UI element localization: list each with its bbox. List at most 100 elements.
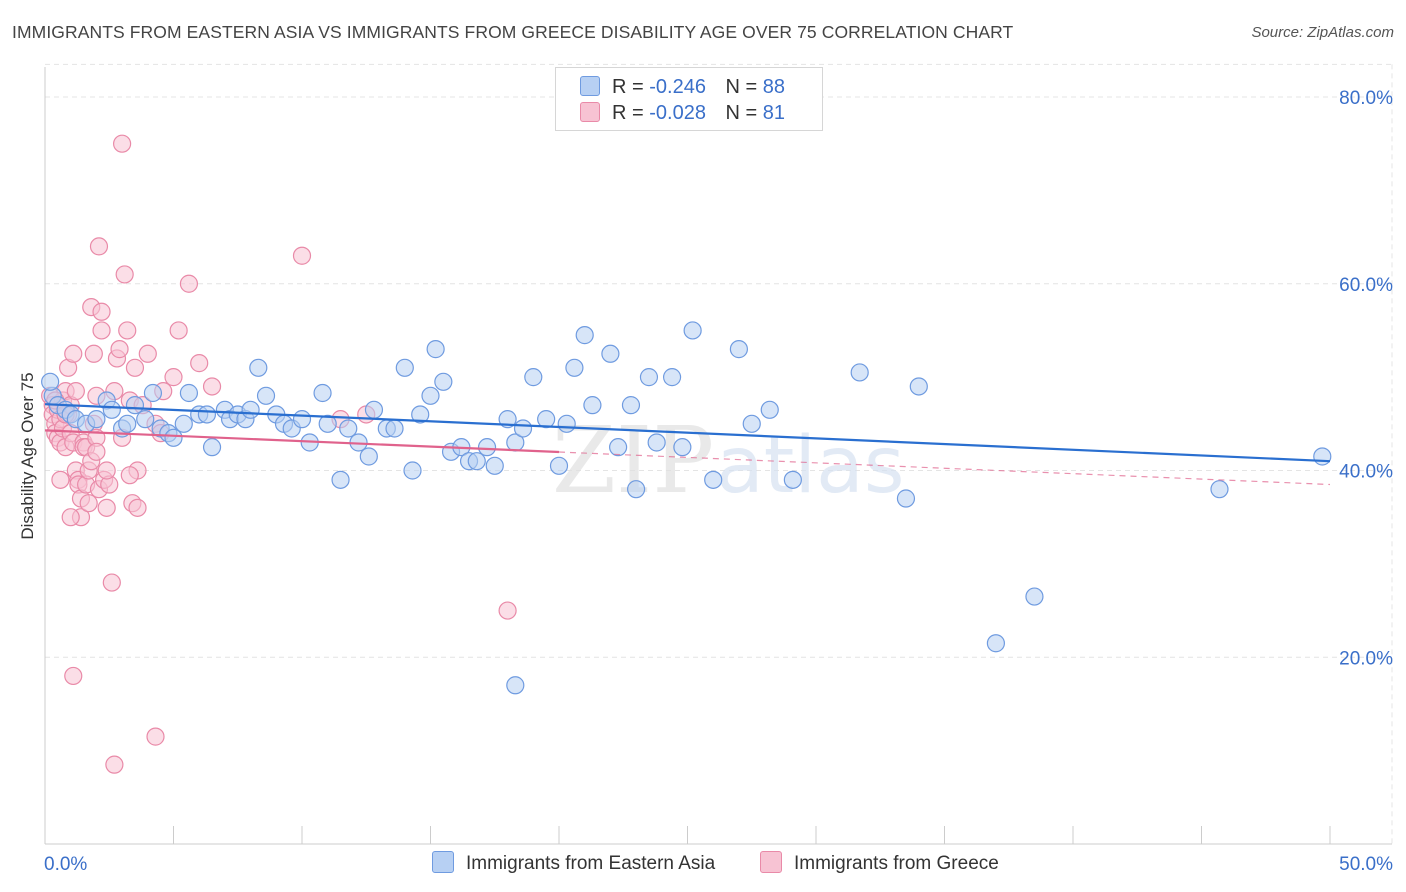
eastern-asia-point	[609, 438, 628, 457]
greece-point	[64, 666, 83, 686]
legend-row-greece: R = -0.028 N = 81	[580, 102, 785, 126]
eastern-asia-point	[241, 400, 260, 419]
trend-line-greece-extension	[558, 451, 1331, 486]
eastern-asia-point	[557, 414, 576, 433]
eastern-asia-point	[41, 372, 60, 391]
eastern-asia-point	[318, 414, 337, 433]
legend-n-label: N =	[725, 76, 758, 98]
eastern-asia-point	[197, 405, 217, 424]
eastern-asia-point	[683, 321, 702, 340]
series-swatch-eastern-asia	[432, 851, 454, 873]
eastern-asia-point	[1210, 480, 1229, 499]
eastern-asia-point	[662, 368, 682, 387]
eastern-asia-point	[729, 340, 749, 359]
series-legend-eastern-asia: Immigrants from Eastern Asia	[432, 851, 715, 875]
eastern-asia-point	[477, 438, 497, 457]
eastern-asia-point	[202, 438, 222, 457]
eastern-asia-point	[647, 433, 666, 452]
eastern-asia-point	[174, 414, 193, 433]
eastern-asia-point	[403, 461, 422, 480]
greece-point	[292, 246, 312, 265]
series-eastern-asia-points	[41, 321, 1332, 695]
x-tick-label-min: 0.0%	[44, 854, 87, 875]
greece-point	[112, 134, 132, 153]
greece-point	[110, 340, 129, 359]
greece-point	[97, 498, 116, 517]
eastern-asia-point	[364, 400, 384, 419]
greece-point	[84, 344, 103, 363]
legend-n-value: 81	[762, 102, 786, 124]
legend-r-value: -0.246	[649, 76, 706, 98]
eastern-asia-point	[704, 470, 723, 489]
greece-point	[87, 442, 106, 461]
eastern-asia-point	[575, 326, 594, 345]
eastern-asia-point	[426, 340, 445, 359]
eastern-asia-point	[601, 344, 620, 363]
eastern-asia-point	[1025, 587, 1044, 606]
y-tick-label: 80.0%	[1339, 88, 1393, 109]
y-tick-label: 60.0%	[1339, 275, 1393, 296]
greece-point	[64, 344, 83, 363]
eastern-asia-point	[125, 396, 145, 415]
greece-point	[118, 321, 137, 340]
greece-point	[128, 498, 147, 517]
y-tick-label: 40.0%	[1339, 462, 1393, 483]
eastern-asia-point	[850, 363, 869, 382]
watermark: ZIP atlas	[552, 407, 905, 514]
eastern-asia-point	[760, 400, 779, 419]
eastern-asia-point	[395, 358, 414, 377]
eastern-asia-point	[179, 383, 199, 403]
eastern-asia-point	[292, 410, 312, 429]
eastern-asia-point	[639, 368, 659, 387]
eastern-asia-point	[136, 410, 155, 429]
greece-point	[89, 237, 109, 256]
legend-n-label: N =	[725, 102, 758, 124]
greece-point	[97, 461, 116, 480]
eastern-asia-point	[537, 410, 556, 429]
eastern-asia-point	[164, 428, 183, 447]
chart-title: IMMIGRANTS FROM EASTERN ASIA VS IMMIGRAN…	[12, 22, 1014, 42]
greece-point	[179, 274, 199, 293]
eastern-asia-point	[673, 438, 692, 457]
legend-r-label: R =	[612, 76, 644, 98]
eastern-asia-point	[621, 396, 641, 415]
greece-point	[51, 470, 70, 489]
greece-point	[61, 508, 80, 527]
eastern-asia-point	[498, 410, 517, 429]
eastern-asia-point	[506, 676, 525, 695]
eastern-asia-point	[524, 368, 543, 387]
eastern-asia-point	[467, 452, 486, 471]
eastern-asia-point	[896, 489, 916, 508]
greece-point	[120, 466, 139, 485]
trend-line-greece	[44, 429, 560, 454]
greece-point	[79, 494, 98, 513]
greece-point	[92, 321, 111, 340]
eastern-asia-point	[565, 358, 584, 377]
eastern-asia-point	[385, 419, 404, 438]
legend-row-eastern-asia: R = -0.246 N = 88	[580, 76, 785, 100]
greece-point	[190, 354, 209, 373]
greece-point	[92, 302, 111, 321]
eastern-asia-point	[1313, 447, 1332, 466]
tick-labels: 20.0% 40.0% 60.0% 80.0% 0.0% 50.0% Disability …	[18, 88, 1393, 875]
eastern-asia-point	[421, 386, 440, 405]
correlation-legend: R = -0.246 N = 88 R = -0.028 N = 81	[555, 67, 823, 131]
eastern-asia-point	[513, 419, 533, 438]
axes	[44, 67, 1392, 845]
greece-point	[164, 368, 183, 387]
x-tick-label-max: 50.0%	[1339, 854, 1393, 875]
source-label: Source: ZipAtlas.com	[1251, 24, 1394, 41]
series-name: Immigrants from Greece	[794, 853, 999, 874]
greece-point	[138, 344, 157, 363]
watermark-zip: ZIP	[552, 407, 714, 514]
gridlines	[45, 63, 1393, 844]
legend-swatch-greece	[580, 102, 600, 122]
greece-point	[169, 321, 188, 340]
eastern-asia-point	[549, 456, 569, 475]
eastern-asia-point	[986, 634, 1006, 653]
eastern-asia-point	[411, 405, 430, 424]
eastern-asia-point	[118, 414, 137, 433]
eastern-asia-point	[143, 383, 163, 403]
eastern-asia-point	[626, 480, 646, 499]
greece-point	[125, 358, 145, 377]
